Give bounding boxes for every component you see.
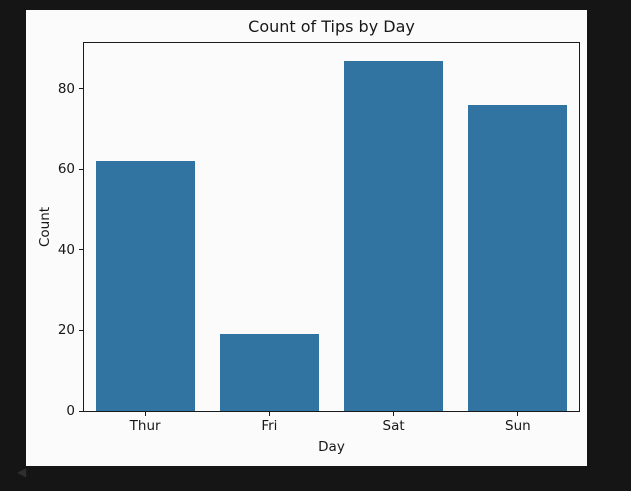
tick-mark — [268, 412, 270, 416]
bar-thur — [96, 161, 196, 411]
y-tick-label: 20 — [57, 322, 75, 339]
plot-area: 0 20 40 60 80 — [58, 42, 580, 418]
tick-mark — [144, 412, 146, 416]
x-tick-label: Thur — [129, 418, 161, 434]
tick-mark — [79, 410, 83, 412]
chart-title: Count of Tips by Day — [248, 17, 415, 36]
tick-mark — [79, 329, 83, 331]
tick-mark — [393, 412, 395, 416]
x-axis-label: Day — [318, 439, 345, 455]
tick-mark — [79, 168, 83, 170]
bar-slot — [208, 43, 332, 411]
y-tick-label: 40 — [57, 241, 75, 258]
x-tick-thur: Thur — [83, 412, 207, 434]
bar-fri — [220, 334, 320, 411]
y-tick-40: 40 — [58, 243, 83, 257]
tick-mark — [79, 88, 83, 90]
bar-slot — [84, 43, 208, 411]
back-arrow-icon[interactable]: ◀ — [17, 465, 27, 479]
x-tick-sat: Sat — [332, 412, 456, 434]
x-tick-label: Sat — [382, 418, 405, 434]
y-tick-60: 60 — [58, 162, 83, 176]
tick-mark — [517, 412, 519, 416]
x-tick-fri: Fri — [207, 412, 331, 434]
y-tick-0: 0 — [66, 404, 83, 418]
bars-row — [84, 43, 579, 411]
tick-mark — [79, 249, 83, 251]
bar-slot — [455, 43, 579, 411]
y-tick-20: 20 — [58, 323, 83, 337]
y-tick-label: 60 — [57, 161, 75, 178]
bar-sun — [467, 104, 567, 411]
x-axis-ticks: Thur Fri Sat Sun — [83, 412, 580, 434]
bar-slot — [332, 43, 456, 411]
x-tick-label: Sun — [505, 418, 531, 434]
y-axis-label: Count — [37, 206, 53, 248]
bar-sat — [343, 60, 443, 411]
y-tick-80: 80 — [58, 82, 83, 96]
x-tick-sun: Sun — [456, 412, 580, 434]
x-tick-label: Fri — [261, 418, 278, 434]
y-tick-label: 80 — [57, 80, 75, 97]
y-tick-label: 0 — [66, 403, 75, 419]
chart-figure: Count of Tips by Day Count 0 20 40 60 80 Thu… — [26, 10, 587, 466]
